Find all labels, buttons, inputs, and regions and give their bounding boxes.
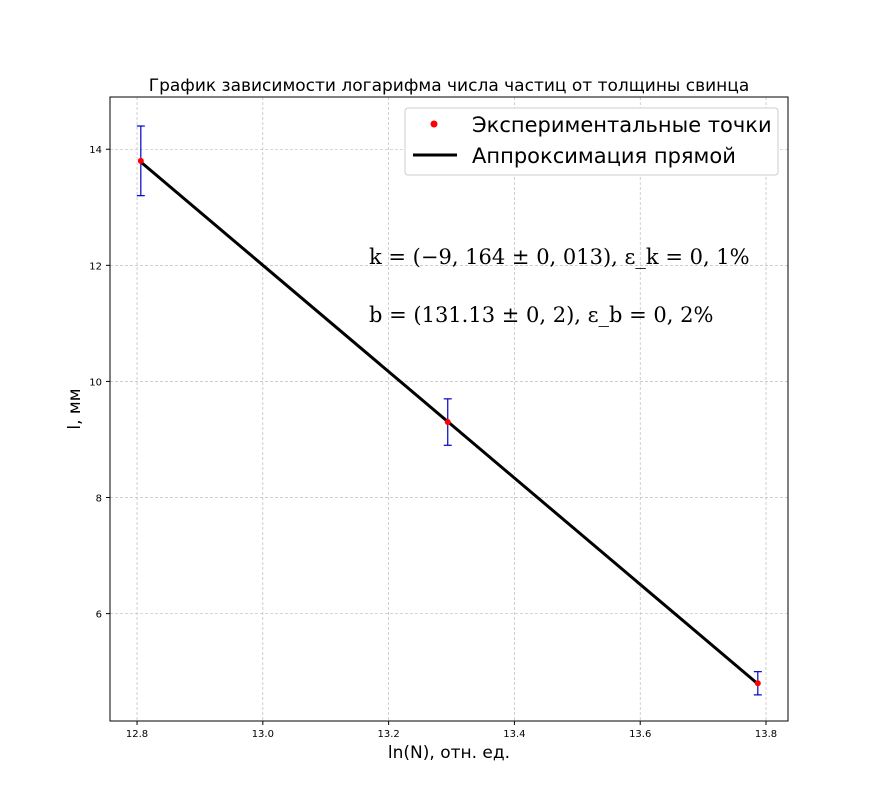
y-tick-label: 14 (89, 145, 102, 156)
x-tick-label: 13.8 (755, 729, 777, 740)
legend-marker-points (430, 120, 438, 128)
x-tick-label: 12.8 (126, 729, 148, 740)
x-tick-label: 13.2 (377, 729, 399, 740)
legend-label-points: Экспериментальные точки (472, 113, 772, 137)
plot-frame (109, 96, 789, 722)
y-tick-label: 8 (96, 494, 102, 505)
points-group (136, 125, 762, 696)
y-tick-label: 10 (89, 377, 102, 388)
x-tick-label: 13.0 (252, 729, 274, 740)
axis-ticks: 12.8 13.0 13.2 13.4 13.6 13.8 6 8 10 12 14 (89, 145, 777, 740)
x-tick-label: 13.4 (503, 729, 525, 740)
data-point (137, 157, 144, 164)
grid (110, 97, 788, 721)
y-tick-label: 12 (89, 261, 102, 272)
y-tick-label: 6 (96, 610, 102, 621)
chart-title: График зависимости логарифма числа части… (149, 76, 750, 96)
data-point (754, 680, 761, 687)
x-tick-label: 13.6 (629, 729, 651, 740)
legend-box (404, 107, 779, 176)
annotation-b: b = (131.13 ± 0, 2), ε_b = 0, 2% (369, 303, 713, 327)
x-axis-label: ln(N), отн. ед. (388, 743, 510, 763)
annotation-k: k = (−9, 164 ± 0, 013), ε_k = 0, 1% (369, 245, 750, 269)
legend-label-line: Аппроксимация прямой (472, 144, 736, 168)
legend: Экспериментальные точки Аппроксимация пр… (404, 107, 779, 176)
data-point (444, 419, 451, 426)
y-axis-label: l, мм (65, 388, 85, 429)
